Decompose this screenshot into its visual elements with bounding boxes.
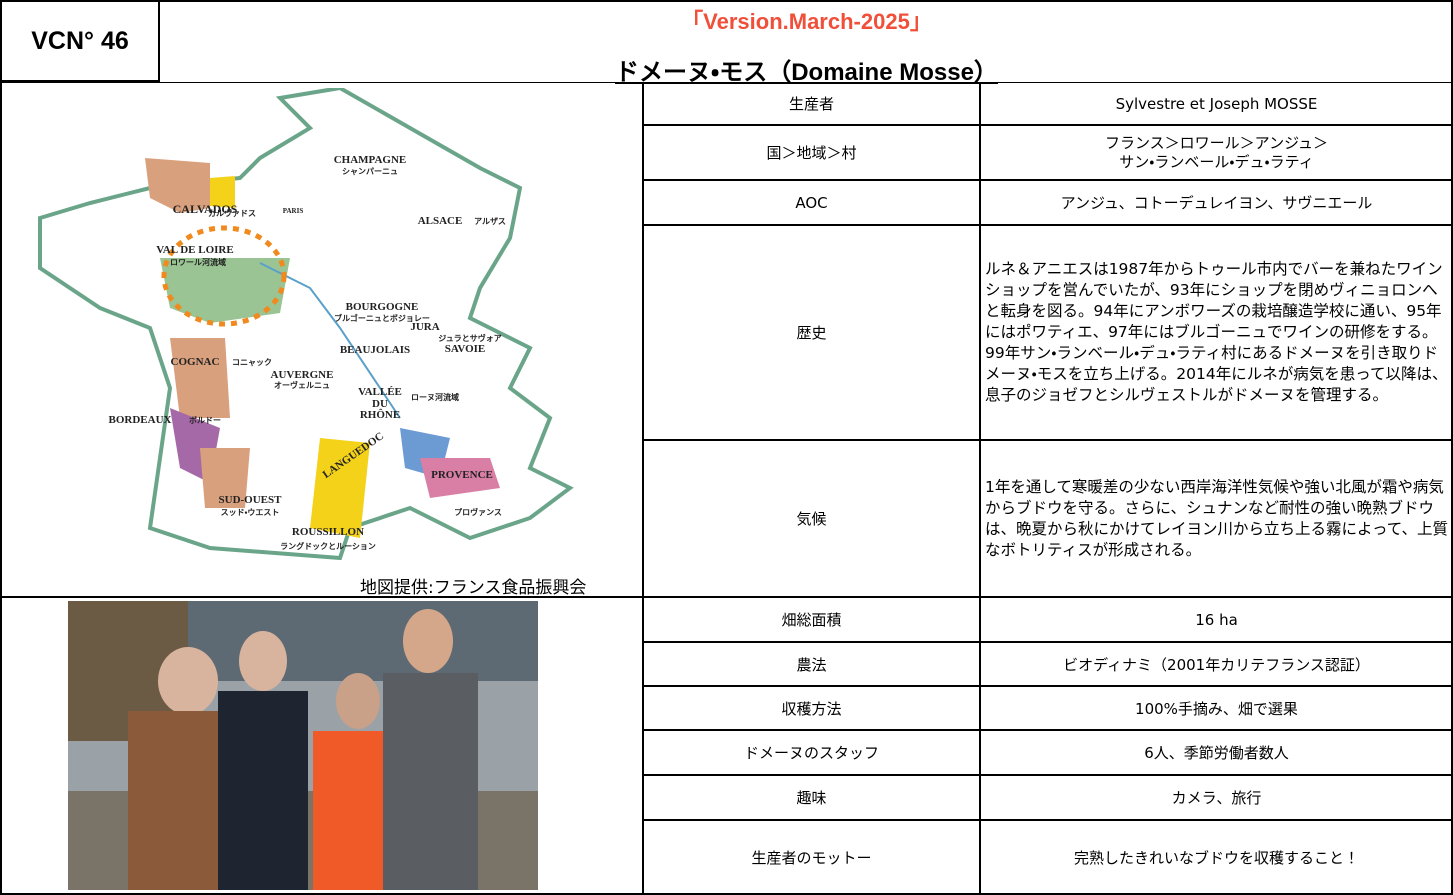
row-value: フランス＞ロワール＞アンジュ＞ サン・ランベール・デュ・ラティ xyxy=(980,125,1453,180)
row-label: 気候 xyxy=(643,440,980,597)
row-value: カメラ、旅行 xyxy=(980,775,1453,820)
row-label: 生産者のモットー xyxy=(643,820,980,895)
map-label: VALLÉE xyxy=(358,386,402,398)
map-label: JURA xyxy=(410,321,439,333)
row-value: 100%手摘み、畑で選果 xyxy=(980,686,1453,730)
map-label: ロワール河流域 xyxy=(170,257,226,267)
row-value: 完熟したきれいなブドウを収穫すること！ xyxy=(980,820,1453,895)
map-label: プロヴァンス xyxy=(454,507,502,517)
row-label: 農法 xyxy=(643,642,980,686)
value-line: フランス＞ロワール＞アンジュ＞ xyxy=(1104,133,1329,152)
map-credit: 地図提供:フランス食品振興会 xyxy=(360,578,587,598)
map-label: RHÔNE xyxy=(360,408,400,421)
row-label: 趣味 xyxy=(643,775,980,820)
map-label: ラングドックとルーション xyxy=(280,541,376,551)
map-label: DU xyxy=(372,398,388,410)
photo xyxy=(68,601,538,890)
row-value: 6人、季節労働者数人 xyxy=(980,730,1453,775)
row-label: 生産者 xyxy=(643,82,980,125)
version: 「Version.March-2025」 xyxy=(681,9,932,34)
value-line: サン・ランベール・デュ・ラティ xyxy=(1119,152,1314,171)
map-label: ローヌ河流域 xyxy=(411,392,459,402)
row-value: アンジュ、コトーデュレイヨン、サヴニエール xyxy=(980,180,1453,225)
row-label: ドメーヌのスタッフ xyxy=(643,730,980,775)
row-value: 1年を通して寒暖差の少ない西岸海洋性気候や強い北風が霜や病気からブドウを守る。さ… xyxy=(980,440,1453,597)
row-label: AOC xyxy=(643,180,980,225)
map-label: ボルドー xyxy=(189,415,221,425)
map-label: AUVERGNE xyxy=(271,369,334,381)
row-label: 歴史 xyxy=(643,225,980,440)
map-label: BOURGOGNE xyxy=(346,301,419,313)
map-label: CALVADOS xyxy=(173,202,238,216)
row-value: ビオディナミ（2001年カリテフランス認証） xyxy=(980,642,1453,686)
map-label: BORDEAUX xyxy=(109,414,172,426)
map-label: BEAUJOLAIS xyxy=(340,344,410,356)
map-label: スッド・ウエスト xyxy=(221,508,280,517)
map-label: ROUSSILLON xyxy=(292,526,364,538)
map-label: PARIS xyxy=(283,207,304,215)
map-label: SUD-OUEST xyxy=(219,494,283,506)
title: ドメーヌ・モス（Domaine Mosse） xyxy=(615,59,998,86)
map-label: CHAMPAGNE xyxy=(334,154,407,166)
map-label: COGNAC xyxy=(171,356,220,368)
map-label: ブルゴーニュとボジョレー xyxy=(334,313,430,323)
map-label: ジュラとサヴォア xyxy=(438,333,501,343)
row-value: ルネ＆アニエスは1987年からトゥール市内でバーを兼ねたワインショップを営んでい… xyxy=(980,225,1453,440)
map-label: SAVOIE xyxy=(445,343,486,355)
map-label: ALSACE xyxy=(418,215,463,227)
map-label: VAL DE LOIRE xyxy=(156,244,233,256)
row-label: 畑総面積 xyxy=(643,597,980,642)
row-label: 収穫方法 xyxy=(643,686,980,730)
code: VCN° 46 xyxy=(0,0,160,82)
map-cell xyxy=(0,82,643,597)
map-label: シャンパーニュ xyxy=(342,166,398,176)
row-value: 16 ha xyxy=(980,597,1453,642)
map-label: アルザス xyxy=(474,217,506,226)
map-label: コニャック xyxy=(232,357,272,367)
map-label: カルヴァドス xyxy=(208,208,256,218)
row-value: Sylvestre et Joseph MOSSE xyxy=(980,82,1453,125)
map-label: オーヴェルニュ xyxy=(274,380,330,390)
map-label: PROVENCE xyxy=(431,469,493,481)
row-label: 国＞地域＞村 xyxy=(643,125,980,180)
